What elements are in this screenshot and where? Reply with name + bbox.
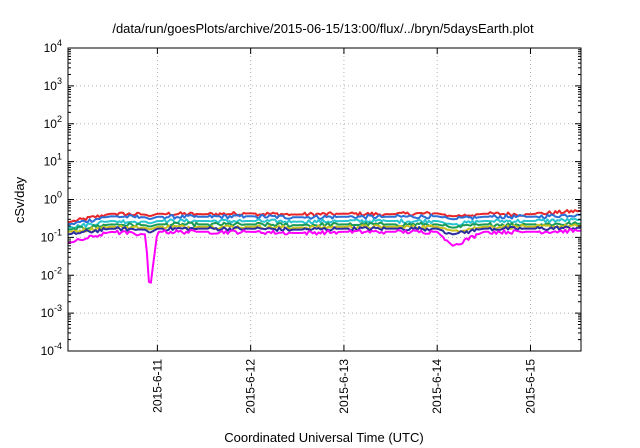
x-tick-label: 2015-6-13 xyxy=(337,359,351,414)
y-tick-label: 10-4 xyxy=(41,341,62,358)
series-line xyxy=(67,213,582,226)
y-tick-label: 101 xyxy=(44,152,62,169)
series-line xyxy=(67,225,581,236)
x-tick-label: 2015-6-11 xyxy=(150,359,164,413)
x-axis-label: Coordinated Universal Time (UTC) xyxy=(224,430,423,445)
x-tick-label: 2015-6-15 xyxy=(523,359,537,414)
grid xyxy=(68,48,581,351)
y-tick-label: 10-3 xyxy=(41,303,62,320)
y-tick-label: 100 xyxy=(44,190,62,207)
y-tick-label: 104 xyxy=(44,38,62,55)
series-layer xyxy=(67,209,582,284)
series-line xyxy=(67,228,581,284)
y-axis: 10-4 10-3 10-2 10-1 100 101 102 103 104 xyxy=(41,38,581,358)
y-tick-label: 10-1 xyxy=(41,227,62,244)
y-tick-label: 102 xyxy=(44,114,62,131)
chart-title: /data/run/goesPlots/archive/2015-06-15/1… xyxy=(112,21,534,36)
x-tick-label: 2015-6-14 xyxy=(430,359,444,414)
series-line xyxy=(67,217,581,230)
series-line xyxy=(67,209,582,224)
y-tick-label: 103 xyxy=(44,76,62,93)
y-tick-label: 10-2 xyxy=(41,265,62,282)
x-axis: 2015-6-11 2015-6-12 2015-6-13 2015-6-14 2015… xyxy=(150,48,537,414)
y-axis-label: cSv/day xyxy=(12,176,27,223)
x-tick-label: 2015-6-12 xyxy=(244,359,258,414)
